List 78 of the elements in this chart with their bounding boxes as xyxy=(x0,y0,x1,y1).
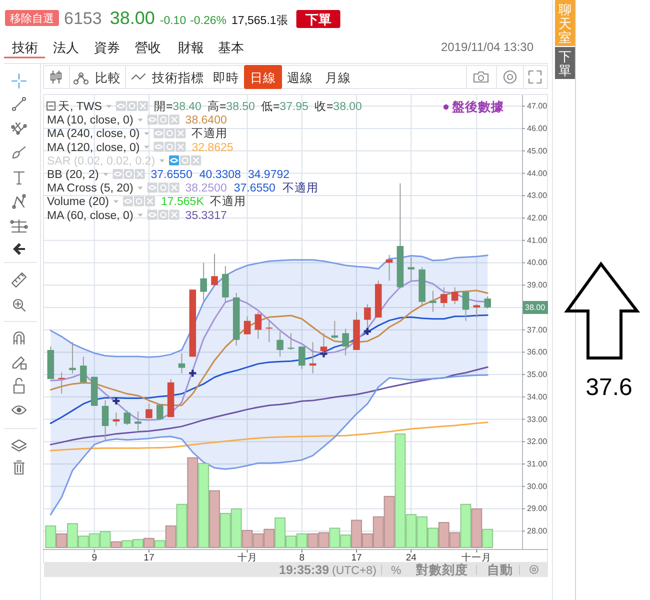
annotation: 高= xyxy=(207,101,226,113)
annotation: 17.565K xyxy=(161,196,204,208)
y-tick-label: 36.00 xyxy=(527,348,548,357)
annotation: MA (60, close, 0) xyxy=(47,210,134,222)
y-tick-label: 40.00 xyxy=(527,258,548,268)
y-tick-label: 35.00 xyxy=(527,370,548,380)
annotation: 37.6550 xyxy=(150,169,192,181)
annotation: 基本 xyxy=(218,40,244,55)
y-tick-label: 34.00 xyxy=(527,392,548,402)
annotation: -0.10 xyxy=(160,15,186,27)
annotation: 收= xyxy=(314,101,334,113)
annotation: 38.00 xyxy=(110,8,155,28)
annotation: 天, TWS xyxy=(58,101,102,113)
annotation: 盤後數據 xyxy=(452,100,504,114)
y-tick-label: 43.00 xyxy=(527,191,548,200)
y-tick-label: 39.00 xyxy=(527,280,548,290)
annotation: 法人 xyxy=(53,40,79,55)
y-tick-label: 46.00 xyxy=(527,124,548,134)
annotation: 不適用 xyxy=(210,196,246,208)
annotation: 低= xyxy=(260,101,280,113)
y-tick-label: 42.00 xyxy=(527,214,548,222)
x-tick-label: 8 xyxy=(299,552,305,564)
annotation: 34.9792 xyxy=(248,169,290,181)
annotation: 自動 xyxy=(487,563,513,577)
annotation: 38.50 xyxy=(226,101,255,113)
annotation: 37.6550 xyxy=(234,182,276,195)
annotation: 財報 xyxy=(178,40,204,55)
y-tick-label: 30.00 xyxy=(527,482,548,491)
annotation: 聊天室 xyxy=(558,2,572,45)
annotation: 資券 xyxy=(94,40,120,55)
annotation: 19:35:39 xyxy=(279,563,330,577)
annotation: -0.26% xyxy=(190,15,227,27)
y-tick-label: 45.00 xyxy=(527,146,548,156)
x-tick-label: 十月 xyxy=(237,552,258,564)
annotation: 6153 xyxy=(64,9,102,28)
annotation: 37.95 xyxy=(280,101,308,113)
annotation: 32.8625 xyxy=(192,142,234,154)
annotation: 37.6 xyxy=(586,374,632,401)
y-tick-label: 28.00 xyxy=(527,526,548,536)
x-tick-label: 9 xyxy=(92,552,97,564)
annotation: 38.40 xyxy=(172,101,202,113)
x-tick-label: 17 xyxy=(144,552,154,564)
annotation: 移除自選 xyxy=(10,13,54,25)
annotation: 下單 xyxy=(558,49,572,78)
annotation: 不適用 xyxy=(192,128,228,140)
annotation: 技術 xyxy=(12,40,38,55)
annotation: 2019/11/04 13:30 xyxy=(441,40,534,54)
annotation: MA (10, close, 0) xyxy=(47,114,134,127)
y-tick-label: 31.00 xyxy=(527,460,548,469)
x-tick-label: 24 xyxy=(406,552,416,564)
y-tick-label: 41.00 xyxy=(527,236,548,245)
annotation: 38.2500 xyxy=(185,182,227,195)
annotation: 17,565.1張 xyxy=(232,15,288,27)
annotation: 35.3317 xyxy=(185,210,227,222)
y-tick-label: 44.00 xyxy=(527,168,548,178)
annotation: 40.3308 xyxy=(199,169,241,181)
annotation: 38.00 xyxy=(333,101,362,113)
annotation: 對數刻度 xyxy=(416,563,468,577)
annotation: 不適用 xyxy=(282,182,318,195)
y-tick-label: 47.00 xyxy=(527,102,548,111)
annotation: MA (120, close, 0) xyxy=(47,142,140,154)
x-tick-label: 十一月 xyxy=(462,552,492,564)
annotation: MA Cross (5, 20) xyxy=(47,182,134,195)
annotation: (UTC+8) xyxy=(332,565,376,577)
annotation: 開= xyxy=(154,101,173,113)
annotation: % xyxy=(391,565,402,577)
y-tick-label: 32.00 xyxy=(527,437,548,446)
annotation: Volume (20) xyxy=(47,196,110,208)
annotation: 營收 xyxy=(135,40,161,55)
y-tick-label: 33.00 xyxy=(527,414,548,424)
annotation: 38.00 xyxy=(525,302,546,312)
y-tick-label: 29.00 xyxy=(527,504,548,514)
annotation: 38.6400 xyxy=(185,114,227,127)
y-tick-label: 37.00 xyxy=(527,325,548,334)
x-tick-label: 17 xyxy=(351,552,362,564)
annotation: BB (20, 2) xyxy=(47,169,99,181)
annotation: MA (240, close, 0) xyxy=(47,128,140,140)
annotation: 下單 xyxy=(305,12,332,27)
